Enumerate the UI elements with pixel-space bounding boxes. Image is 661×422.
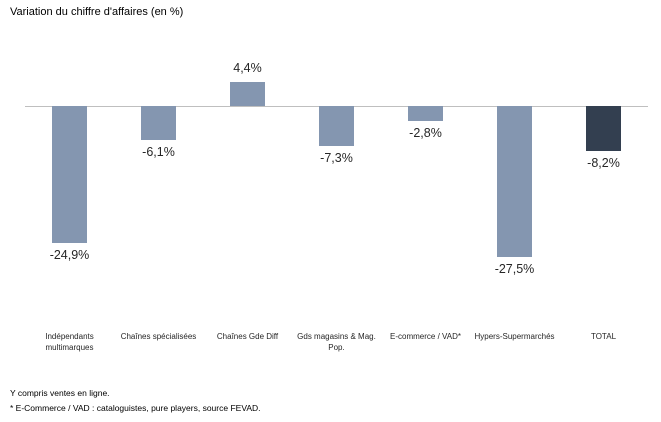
category-label: Hypers-Supermarchés xyxy=(474,332,555,341)
value-label: -8,2% xyxy=(587,156,620,171)
bar xyxy=(230,81,265,106)
bar xyxy=(319,106,354,147)
bar xyxy=(408,106,443,122)
chart-title: Variation du chiffre d'affaires (en %) xyxy=(10,6,184,18)
bar xyxy=(141,106,176,140)
value-label: -24,9% xyxy=(49,247,90,262)
value-label: -2,8% xyxy=(409,126,442,141)
category-label: E-commerce / VAD* xyxy=(390,332,461,341)
category-label: Indépendants multimarques xyxy=(45,332,94,353)
value-label: 4,4% xyxy=(233,60,262,75)
value-label: -6,1% xyxy=(142,144,175,159)
category-label: Gds magasins & Mag. Pop. xyxy=(297,332,376,353)
footnote-ecommerce-source: * E-Commerce / VAD : cataloguistes, pure… xyxy=(10,403,261,413)
bar-total xyxy=(586,106,621,152)
footnote-ventes-en-ligne: Y compris ventes en ligne. xyxy=(10,388,110,398)
value-label: -7,3% xyxy=(320,151,353,166)
category-label: Chaînes spécialisées xyxy=(120,332,197,341)
bar xyxy=(497,106,532,258)
category-label: TOTAL xyxy=(590,332,617,341)
plot-area: -24,9% Indépendants multimarques -6,1% Chaî… xyxy=(25,0,648,422)
category-label: Chaînes Gde Diff xyxy=(216,332,279,341)
value-label: -27,5% xyxy=(494,262,535,277)
bar xyxy=(52,106,87,243)
